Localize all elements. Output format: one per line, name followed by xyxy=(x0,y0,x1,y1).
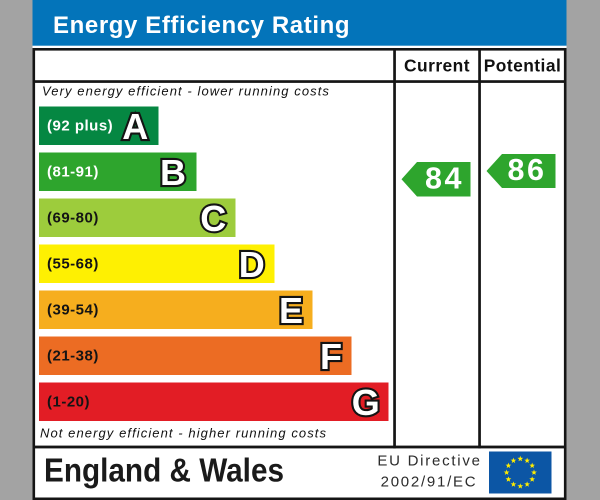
svg-text:G: G xyxy=(352,382,380,423)
svg-text:F: F xyxy=(320,336,342,377)
svg-text:England & Wales: England & Wales xyxy=(44,452,284,489)
svg-text:(39-54): (39-54) xyxy=(47,301,99,318)
svg-text:86: 86 xyxy=(508,153,547,187)
svg-text:Not energy efficient - higher: Not energy efficient - higher running co… xyxy=(40,426,327,441)
svg-text:(55-68): (55-68) xyxy=(47,255,99,272)
svg-text:(92 plus): (92 plus) xyxy=(47,117,113,134)
svg-text:A: A xyxy=(122,106,148,147)
svg-text:Energy Efficiency Rating: Energy Efficiency Rating xyxy=(53,12,350,39)
svg-text:84: 84 xyxy=(425,162,464,196)
svg-text:EU Directive: EU Directive xyxy=(377,452,481,469)
svg-text:Current: Current xyxy=(404,56,470,76)
svg-text:2002/91/EC: 2002/91/EC xyxy=(381,473,478,490)
svg-text:Very energy efficient - lower: Very energy efficient - lower running co… xyxy=(42,83,330,98)
svg-text:Potential: Potential xyxy=(484,56,562,76)
svg-text:(69-80): (69-80) xyxy=(47,209,99,226)
svg-text:(1-20): (1-20) xyxy=(47,393,90,410)
svg-text:C: C xyxy=(200,198,226,239)
svg-text:(21-38): (21-38) xyxy=(47,347,99,364)
svg-text:E: E xyxy=(279,290,303,331)
svg-text:B: B xyxy=(160,152,186,193)
svg-text:D: D xyxy=(239,244,265,285)
svg-text:(81-91): (81-91) xyxy=(47,163,99,180)
